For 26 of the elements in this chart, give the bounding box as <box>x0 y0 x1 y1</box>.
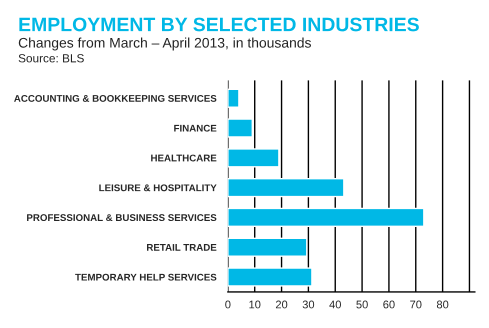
chart-subtitle: Changes from March – April 2013, in thousands <box>18 37 311 50</box>
x-tick-label: 10 <box>249 300 260 308</box>
x-tick-label: 70 <box>410 300 422 308</box>
y-tick-label: PROFESSIONAL & BUSINESS SERVICES <box>27 214 216 222</box>
x-tick-label: 30 <box>302 300 314 308</box>
x-tick-label: 50 <box>356 300 368 308</box>
bar <box>228 148 280 168</box>
bar <box>228 118 253 138</box>
x-tick-label: 20 <box>276 300 288 308</box>
bar <box>228 267 313 287</box>
y-tick-label: ACCOUNTING & BOOKKEEPING SERVICES <box>14 94 216 102</box>
y-tick-label: HEALTHCARE <box>151 154 216 162</box>
y-tick-label: TEMPORARY HELP SERVICES <box>75 274 216 281</box>
y-tick-label: FINANCE <box>174 124 216 132</box>
bar <box>228 178 345 198</box>
x-tick-label: 0 <box>225 300 231 308</box>
x-tick-label: 40 <box>329 300 341 308</box>
y-tick-label: LEISURE & HOSPITALITY <box>99 184 217 192</box>
y-tick-label: RETAIL TRADE <box>147 244 216 251</box>
bar <box>228 208 425 228</box>
x-tick-label: 80 <box>436 300 448 308</box>
x-tick-label: 60 <box>383 300 395 308</box>
source-note: Source: BLS <box>18 54 84 62</box>
bar <box>228 238 308 257</box>
bar <box>228 88 240 108</box>
chart-title: EMPLOYMENT BY SELECTED INDUSTRIES <box>19 18 419 32</box>
